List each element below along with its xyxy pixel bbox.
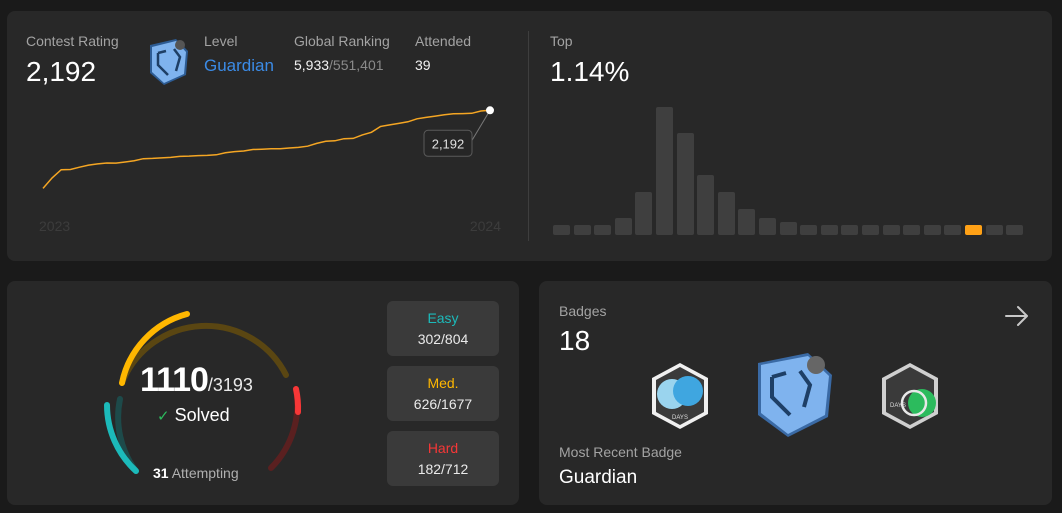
total-problems: /3193 — [207, 375, 253, 395]
hard-label: Hard — [427, 440, 459, 456]
solved-progress-ring[interactable] — [99, 303, 305, 481]
histogram-bar[interactable] — [923, 225, 941, 235]
attempting-row: 31 Attempting — [153, 465, 239, 481]
histogram-bar[interactable] — [965, 225, 982, 235]
rating-line — [42, 109, 491, 189]
easy-stat[interactable]: Easy 302/804 — [387, 301, 499, 356]
attended-label: Attended — [415, 33, 472, 49]
top-percentage: 1.14% — [550, 56, 630, 87]
most-recent-badge-name: Guardian — [559, 467, 638, 488]
badge-days-text-2: DAYS — [890, 403, 906, 409]
histogram-bar[interactable] — [800, 225, 818, 235]
tooltip-box — [423, 129, 473, 157]
checkmark-icon: ✓ — [157, 408, 170, 425]
histogram-bar[interactable] — [697, 175, 715, 235]
rating-line-chart[interactable]: 2,192 2023 2024 — [35, 101, 505, 241]
top-label: Top — [550, 33, 573, 49]
contest-rating-value: 2,192 — [26, 56, 97, 87]
histogram-bar[interactable] — [738, 209, 756, 235]
histogram-bar[interactable] — [573, 225, 591, 235]
badges-count: 18 — [559, 325, 591, 356]
divider — [528, 31, 529, 241]
rating-point-highlight[interactable] — [486, 106, 494, 115]
tooltip-value: 2,192 — [432, 136, 465, 151]
solved-label-row: ✓ Solved — [157, 405, 230, 426]
x-axis-label-end: 2024 — [470, 218, 501, 234]
histogram-bar[interactable] — [717, 192, 735, 235]
arrow-right-icon[interactable] — [1004, 305, 1030, 327]
histogram-bar[interactable] — [985, 225, 1003, 235]
easy-value: 302/804 — [417, 331, 469, 347]
medium-value: 626/1677 — [413, 396, 473, 412]
x-axis-label-start: 2023 — [39, 218, 70, 234]
badges-label: Badges — [559, 303, 607, 319]
histogram-bar[interactable] — [614, 218, 632, 235]
badge-days-text: DAYS — [672, 415, 688, 421]
attempting-count: 31 — [153, 465, 169, 481]
guardian-badge-large-icon[interactable] — [752, 349, 838, 439]
attempting-label: Attempting — [171, 465, 239, 481]
global-ranking-label: Global Ranking — [294, 33, 390, 49]
easy-label: Easy — [427, 310, 459, 326]
rating-tooltip: 2,192 — [423, 129, 473, 157]
histogram-bar[interactable] — [841, 225, 859, 235]
histogram-bar[interactable] — [553, 225, 570, 235]
solved-number: 1110 — [140, 361, 209, 399]
histogram-bar[interactable] — [759, 218, 776, 235]
tooltip-leader-line — [471, 110, 491, 141]
histogram-bar[interactable] — [882, 225, 900, 235]
medium-label: Med. — [427, 375, 459, 391]
histogram-bar[interactable] — [656, 107, 673, 235]
histogram-bar[interactable] — [903, 225, 921, 235]
histogram-bar[interactable] — [779, 222, 797, 235]
days-50-badge-icon[interactable]: DAYS — [878, 361, 942, 431]
medium-stat[interactable]: Med. 626/1677 — [387, 366, 499, 421]
global-rank: 5,933 — [294, 57, 330, 73]
guardian-badge-icon — [150, 39, 188, 85]
solved-label: Solved — [174, 405, 230, 425]
solved-problems-card: 1110/3193 ✓ Solved 31 Attempting Easy 30… — [7, 281, 519, 505]
days-badge-icon[interactable]: DAYS — [648, 361, 712, 431]
histogram-bar[interactable] — [676, 133, 694, 235]
rating-distribution-histogram[interactable] — [553, 107, 1028, 235]
histogram-bar[interactable] — [944, 225, 962, 235]
histogram-bar[interactable] — [635, 192, 653, 235]
most-recent-badge-label: Most Recent Badge — [559, 444, 682, 460]
global-ranking-value: 5,933/551,401 — [294, 57, 384, 73]
badges-card: Badges 18 DAYS DAYS Most Recent Badge Gu… — [539, 281, 1052, 505]
histogram-bar[interactable] — [1006, 225, 1024, 235]
level-value: Guardian — [204, 56, 274, 75]
contest-rating-card: Contest Rating 2,192 Level Guardian Glob… — [7, 11, 1052, 261]
level-label: Level — [204, 33, 238, 49]
contest-rating-label: Contest Rating — [26, 33, 119, 49]
hard-stat[interactable]: Hard 182/712 — [387, 431, 499, 486]
solved-count: 1110/3193 — [140, 361, 253, 400]
histogram-bar[interactable] — [594, 225, 612, 235]
histogram-bar[interactable] — [862, 225, 879, 235]
hard-value: 182/712 — [417, 461, 469, 477]
attended-value: 39 — [415, 57, 431, 73]
histogram-bar[interactable] — [820, 225, 838, 235]
global-rank-total: /551,401 — [329, 57, 384, 73]
